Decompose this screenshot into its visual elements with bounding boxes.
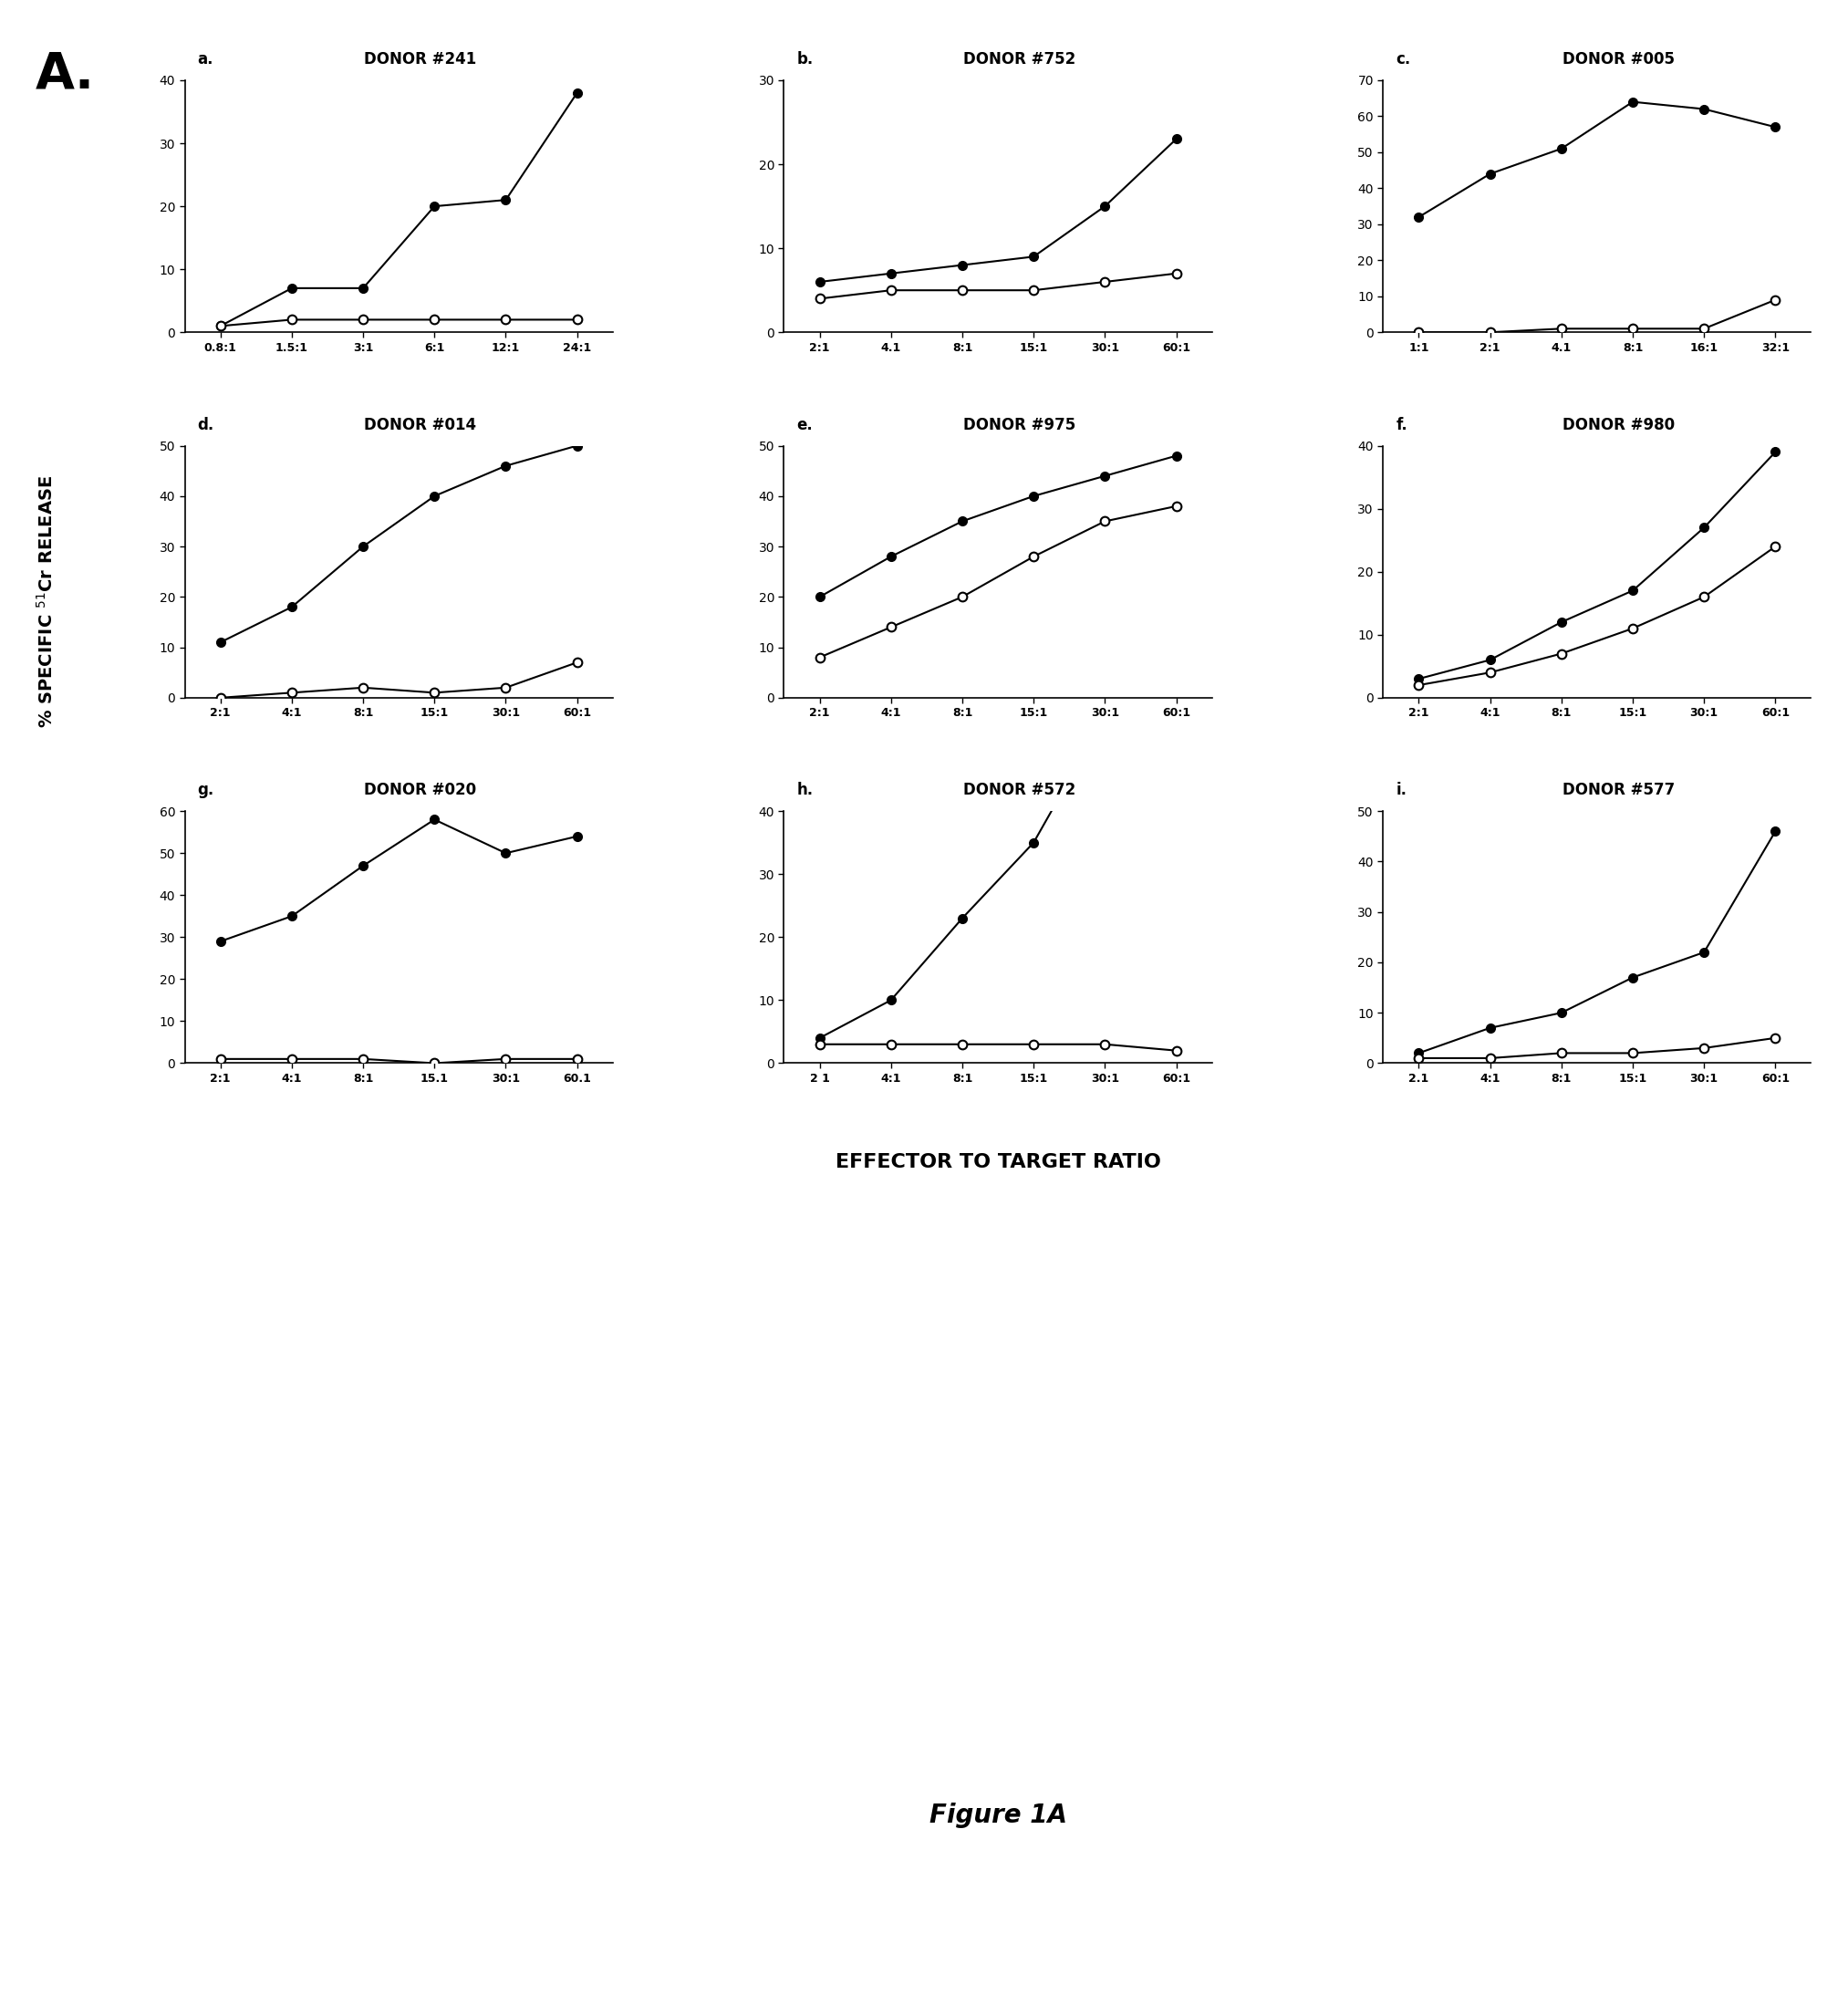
Text: Figure 1A: Figure 1A (930, 1803, 1066, 1827)
Text: g.: g. (198, 782, 214, 798)
Text: DONOR #572: DONOR #572 (963, 782, 1076, 798)
Text: % SPECIFIC $^{51}$Cr RELEASE: % SPECIFIC $^{51}$Cr RELEASE (37, 475, 55, 728)
Text: EFFECTOR TO TARGET RATIO: EFFECTOR TO TARGET RATIO (835, 1153, 1161, 1172)
Text: i.: i. (1395, 782, 1406, 798)
Text: DONOR #014: DONOR #014 (364, 417, 477, 433)
Text: DONOR #577: DONOR #577 (1562, 782, 1674, 798)
Text: e.: e. (796, 417, 813, 433)
Text: DONOR #752: DONOR #752 (963, 52, 1076, 68)
Text: DONOR #241: DONOR #241 (364, 52, 477, 68)
Text: DONOR #980: DONOR #980 (1562, 417, 1674, 433)
Text: c.: c. (1395, 52, 1410, 68)
Text: DONOR #020: DONOR #020 (364, 782, 477, 798)
Text: DONOR #975: DONOR #975 (963, 417, 1076, 433)
Text: h.: h. (796, 782, 813, 798)
Text: a.: a. (198, 52, 214, 68)
Text: A.: A. (35, 50, 94, 100)
Text: d.: d. (198, 417, 214, 433)
Text: f.: f. (1395, 417, 1408, 433)
Text: b.: b. (796, 52, 813, 68)
Text: DONOR #005: DONOR #005 (1562, 52, 1674, 68)
